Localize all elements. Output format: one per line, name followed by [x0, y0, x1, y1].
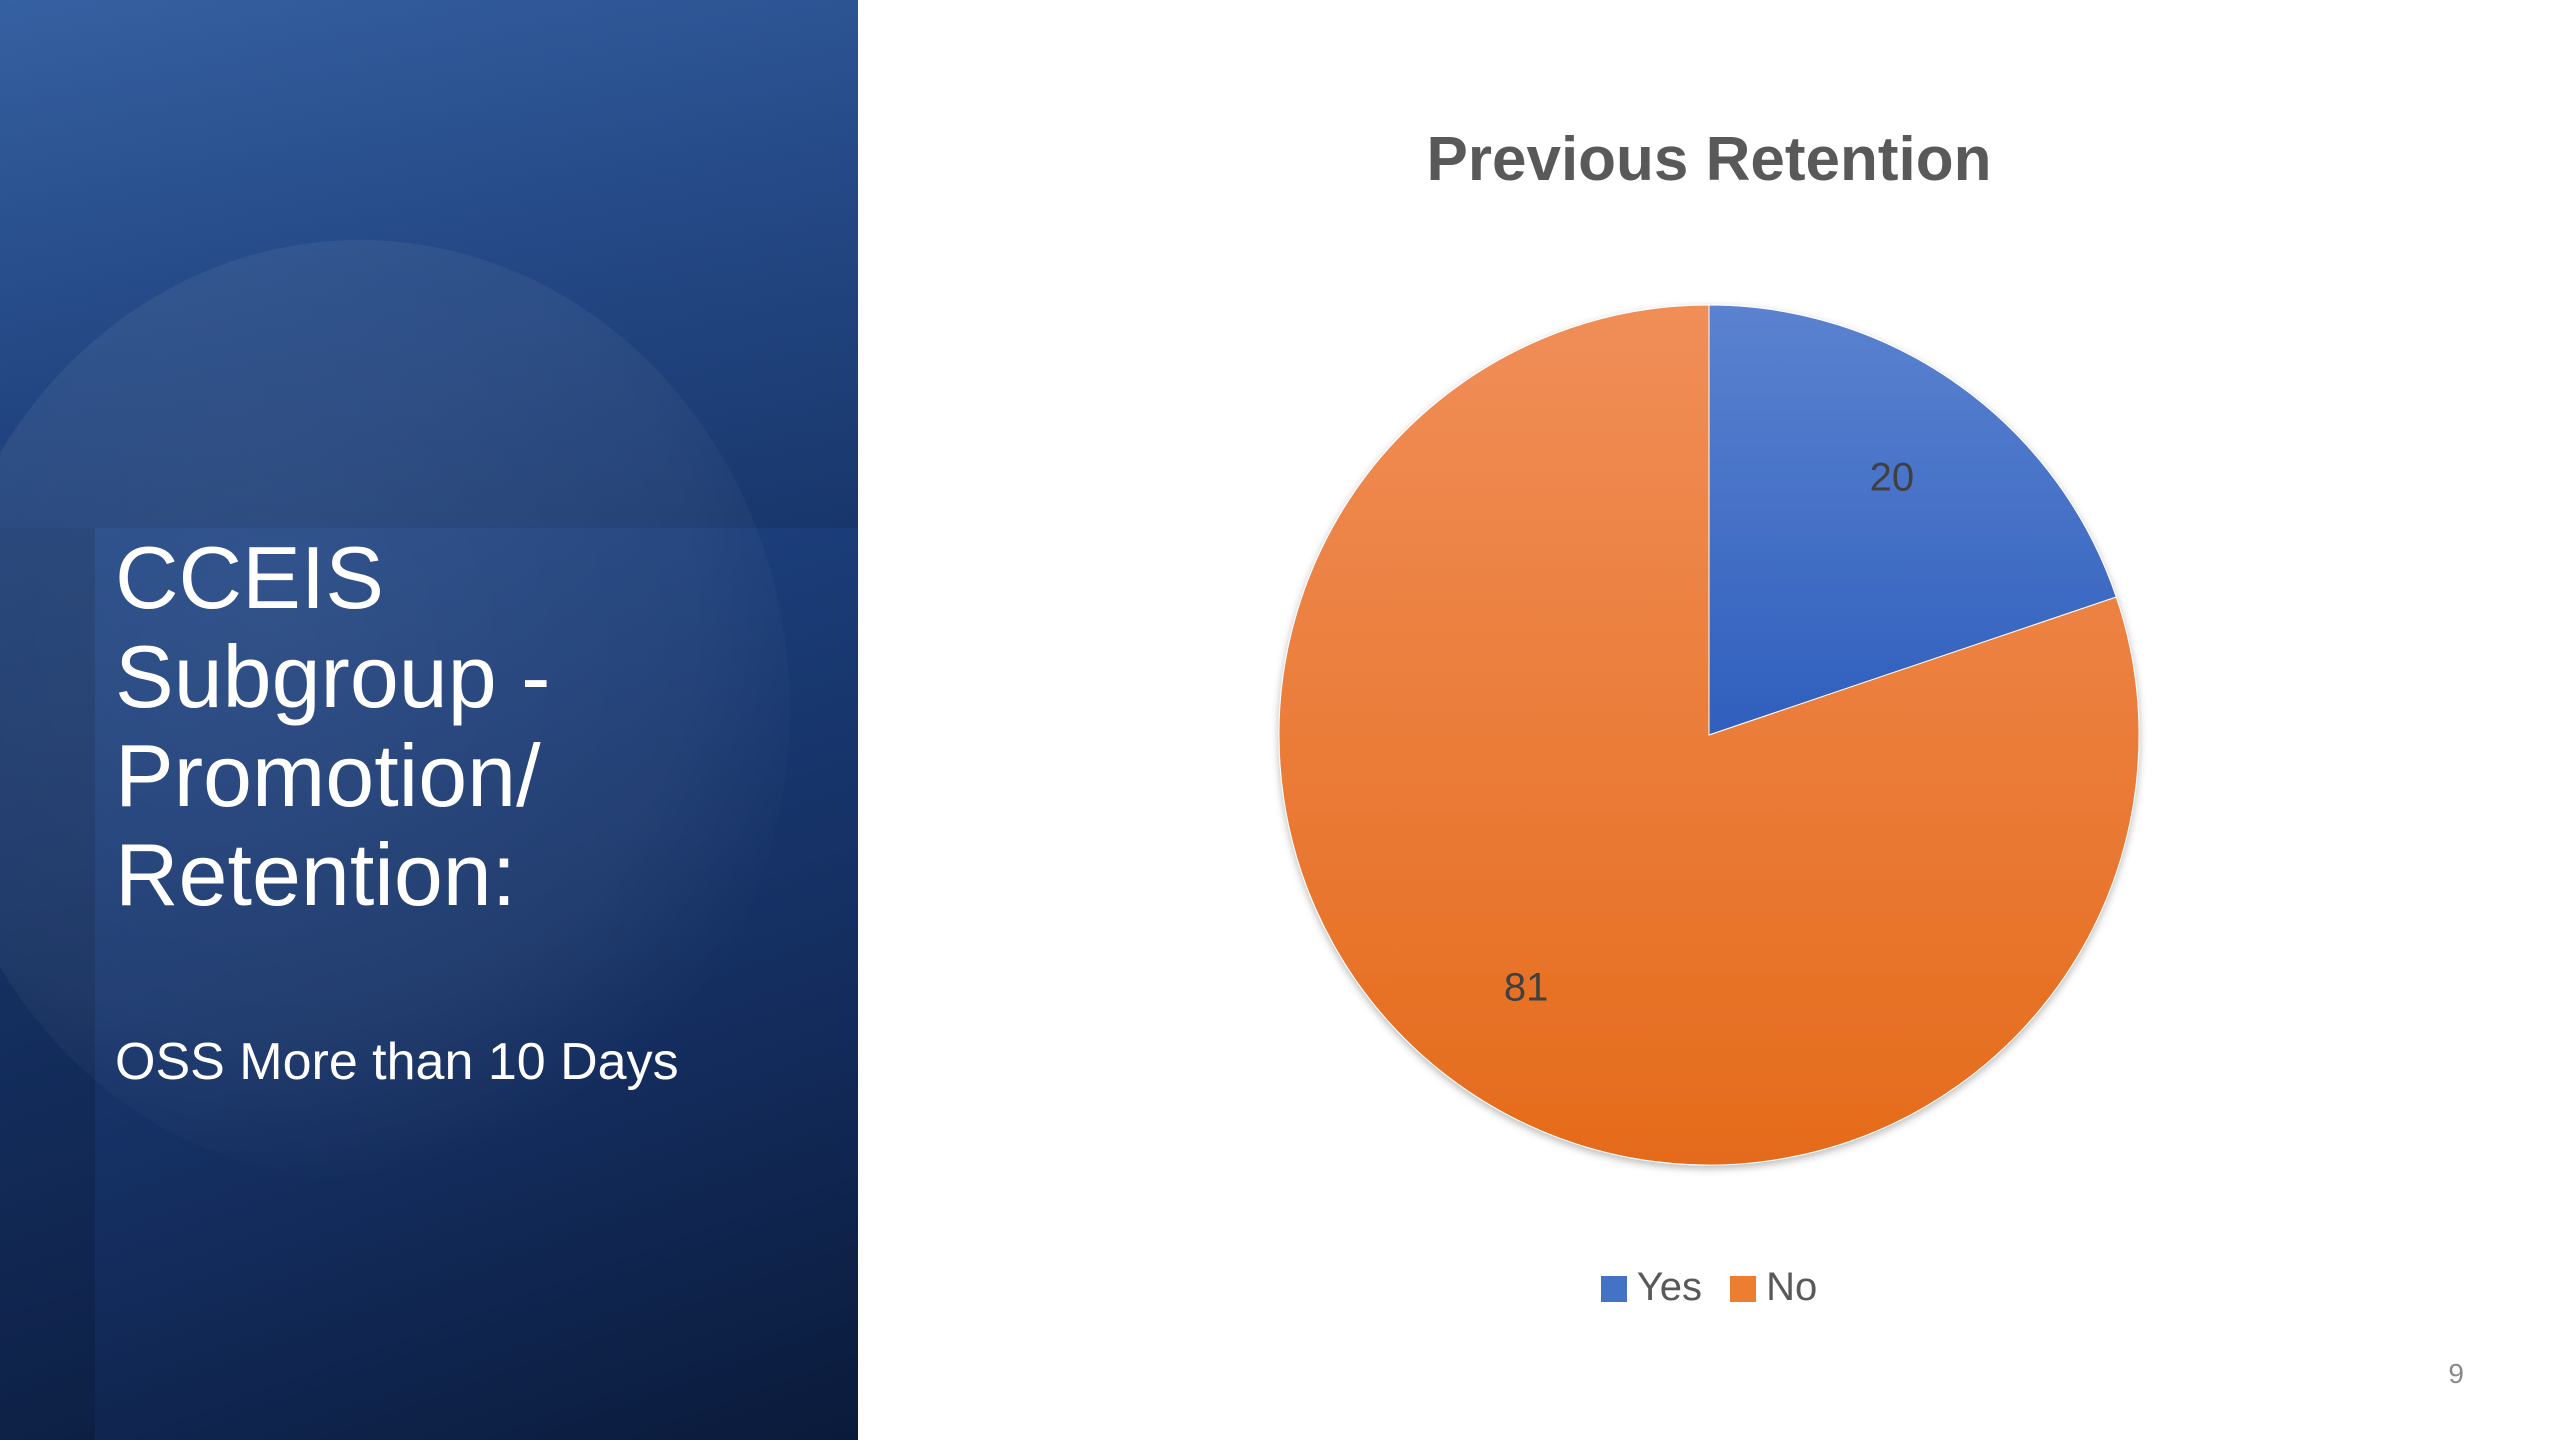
panel-strip-decoration: [0, 528, 95, 1440]
slide-subtitle: OSS More than 10 Days: [115, 1033, 679, 1091]
chart-legend: Yes No: [858, 1262, 2560, 1312]
slide-title-line: Subgroup -: [115, 627, 551, 726]
panel-band-decoration: [0, 0, 858, 528]
legend-item-no: No: [1730, 1262, 1817, 1312]
slide-title: CCEIS Subgroup - Promotion/ Retention:: [115, 528, 815, 924]
pie-chart: Previous Retention 20 81 Yes: [858, 0, 2560, 1440]
legend-label-no: No: [1766, 1265, 1818, 1309]
title-panel: CCEIS Subgroup - Promotion/ Retention: O…: [0, 0, 858, 1440]
slide-title-line: Retention:: [115, 825, 517, 924]
slide-title-line: CCEIS: [115, 528, 384, 627]
chart-title: Previous Retention: [1426, 125, 1992, 194]
legend-swatch-yes: [1600, 1276, 1627, 1302]
legend-label-yes: Yes: [1636, 1265, 1703, 1309]
legend-swatch-no: [1730, 1276, 1757, 1302]
panel-circle-decoration: [0, 240, 790, 1180]
data-label-yes: 20: [1870, 455, 1915, 499]
slide-title-line: Promotion/: [115, 726, 541, 825]
data-label-no: 81: [1504, 966, 1549, 1010]
pie-slice-yes: [1708, 304, 2117, 736]
legend-item-yes: Yes: [1600, 1262, 1703, 1312]
page-number: 9: [2448, 1358, 2464, 1389]
pie-slice-no: [1278, 304, 2140, 1166]
